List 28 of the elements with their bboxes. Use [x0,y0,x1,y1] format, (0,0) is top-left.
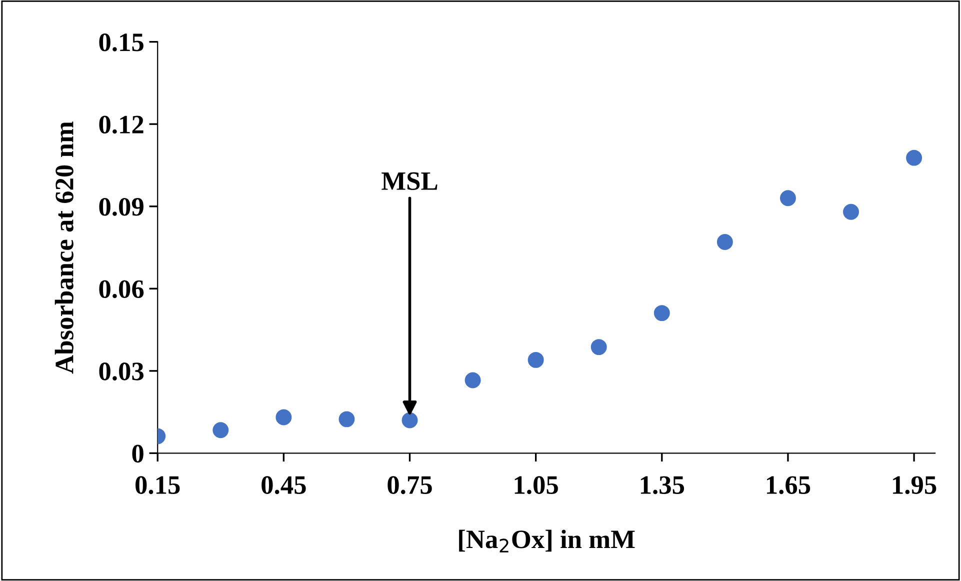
point [590,339,607,356]
x-tick-label: 0.45 [262,476,306,494]
x-tick-label: 1.35 [640,476,684,494]
point [654,305,670,322]
annotation: MSL [382,172,438,190]
point [276,409,292,426]
point [780,190,796,206]
point [843,204,859,220]
point [402,412,418,428]
y-tick-label: 0.09 [99,198,144,216]
point [338,411,355,428]
point [716,234,733,250]
x-axis-title: [Na$_{2}$Ox] in mM [459,530,635,552]
y-tick-label: 0.12 [99,116,144,134]
point [528,352,544,368]
x-tick-label: 0.15 [136,476,180,494]
y-tick-label: 0.03 [99,362,144,380]
point [906,150,922,166]
y-axis-title: Absorbance at 620 nm [54,122,74,374]
y-tick-label: 0 [132,444,144,463]
x-tick-label: 1.05 [514,476,558,494]
x-tick-label: 0.75 [388,476,432,494]
x-tick-label: 1.95 [893,476,936,494]
point [464,372,481,388]
x-tick-label: 1.65 [766,476,810,494]
y-tick-label: 0.15 [99,33,144,52]
point [212,422,229,438]
y-tick-label: 0.06 [99,280,144,298]
